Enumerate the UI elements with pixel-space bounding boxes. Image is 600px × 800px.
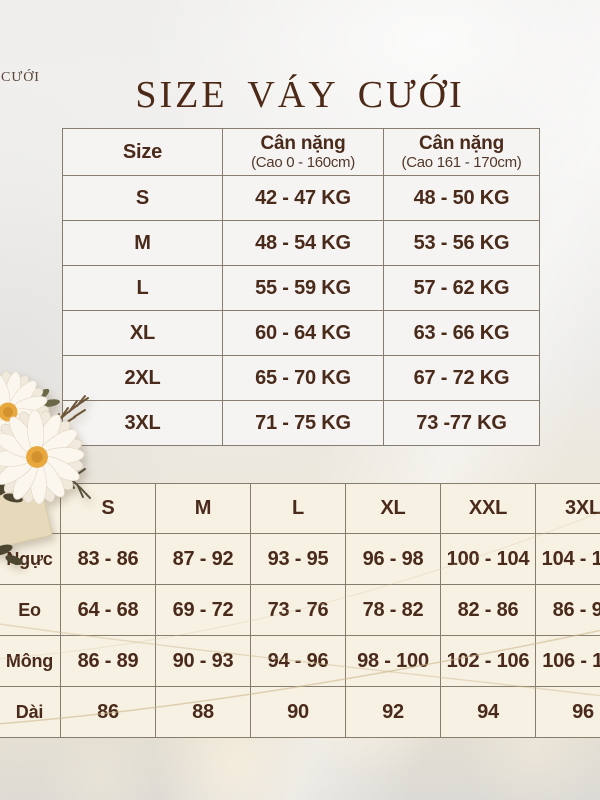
measurement-value: 73 - 76 bbox=[251, 585, 345, 635]
measurement-value: 83 - 86 bbox=[61, 534, 155, 584]
weight-range: 71 - 75 KG bbox=[223, 401, 383, 445]
weight-range: 48 - 54 KG bbox=[223, 221, 383, 265]
measurement-value: 64 - 68 bbox=[61, 585, 155, 635]
size-column-header: XXL bbox=[441, 484, 535, 533]
measurement-value: 100 - 104 bbox=[441, 534, 535, 584]
measurement-value: 92 bbox=[346, 687, 440, 737]
page-title: SIZE VÁY CƯỚI bbox=[135, 74, 465, 117]
weight-range: 55 - 59 KG bbox=[223, 266, 383, 310]
column-subtitle: (Cao 0 - 160cm) bbox=[251, 154, 355, 171]
measurement-value: 82 - 86 bbox=[441, 585, 535, 635]
measurement-row-label: Ngực bbox=[0, 534, 60, 584]
column-title: Cân nặng bbox=[419, 133, 504, 154]
column-title: Cân nặng bbox=[260, 133, 346, 154]
measurement-value: 86 bbox=[61, 687, 155, 737]
measurement-value: 96 bbox=[536, 687, 600, 737]
size-column-header: M bbox=[156, 484, 250, 533]
weight-table: Size Cân nặng (Cao 0 - 160cm) Cân nặng (… bbox=[62, 128, 540, 446]
size-label: XL bbox=[63, 311, 222, 355]
weight-range: 60 - 64 KG bbox=[223, 311, 383, 355]
size-label: M bbox=[63, 221, 222, 265]
size-column-header: S bbox=[61, 484, 155, 533]
size-column-header: XL bbox=[346, 484, 440, 533]
weight-table-header-size: Size bbox=[63, 129, 222, 175]
size-column-header: L bbox=[251, 484, 345, 533]
measurement-value: 90 bbox=[251, 687, 345, 737]
weight-range: 73 -77 KG bbox=[384, 401, 539, 445]
weight-table-header-col1: Cân nặng (Cao 0 - 160cm) bbox=[223, 129, 383, 175]
size-label: 2XL bbox=[63, 356, 222, 400]
size-column-header: 3XL bbox=[536, 484, 600, 533]
measurement-value: 104 - 108 bbox=[536, 534, 600, 584]
weight-range: 48 - 50 KG bbox=[384, 176, 539, 220]
column-subtitle: (Cao 161 - 170cm) bbox=[401, 154, 522, 171]
measurement-value: 93 - 95 bbox=[251, 534, 345, 584]
measurement-row-label: Mông bbox=[0, 636, 60, 686]
measurement-table: S M L XL XXL 3XL Ngực 83 - 86 87 - 92 93… bbox=[0, 483, 600, 738]
size-label: L bbox=[63, 266, 222, 310]
weight-range: 57 - 62 KG bbox=[384, 266, 539, 310]
measurement-value: 86 - 95 bbox=[536, 585, 600, 635]
weight-range: 65 - 70 KG bbox=[223, 356, 383, 400]
measurement-value: 94 bbox=[441, 687, 535, 737]
measurement-row-label: Eo bbox=[0, 585, 60, 635]
measurement-value: 78 - 82 bbox=[346, 585, 440, 635]
measurement-value: 87 - 92 bbox=[156, 534, 250, 584]
daisy-flower-icon bbox=[0, 363, 57, 461]
measurement-value: 86 - 89 bbox=[61, 636, 155, 686]
measurement-value: 98 - 100 bbox=[346, 636, 440, 686]
size-label: S bbox=[63, 176, 222, 220]
measurement-value: 90 - 93 bbox=[156, 636, 250, 686]
measurement-row-label: Dài bbox=[0, 687, 60, 737]
measurement-value: 106 - 110 bbox=[536, 636, 600, 686]
measurement-value: 96 - 98 bbox=[346, 534, 440, 584]
measurement-table-corner-cell bbox=[0, 484, 60, 533]
measurement-value: 69 - 72 bbox=[156, 585, 250, 635]
weight-table-header-col2: Cân nặng (Cao 161 - 170cm) bbox=[384, 129, 539, 175]
measurement-value: 94 - 96 bbox=[251, 636, 345, 686]
olive-leaf-icon bbox=[30, 388, 60, 407]
weight-range: 42 - 47 KG bbox=[223, 176, 383, 220]
weight-range: 67 - 72 KG bbox=[384, 356, 539, 400]
measurement-value: 102 - 106 bbox=[441, 636, 535, 686]
weight-range: 63 - 66 KG bbox=[384, 311, 539, 355]
weight-range: 53 - 56 KG bbox=[384, 221, 539, 265]
size-label: 3XL bbox=[63, 401, 222, 445]
measurement-value: 88 bbox=[156, 687, 250, 737]
